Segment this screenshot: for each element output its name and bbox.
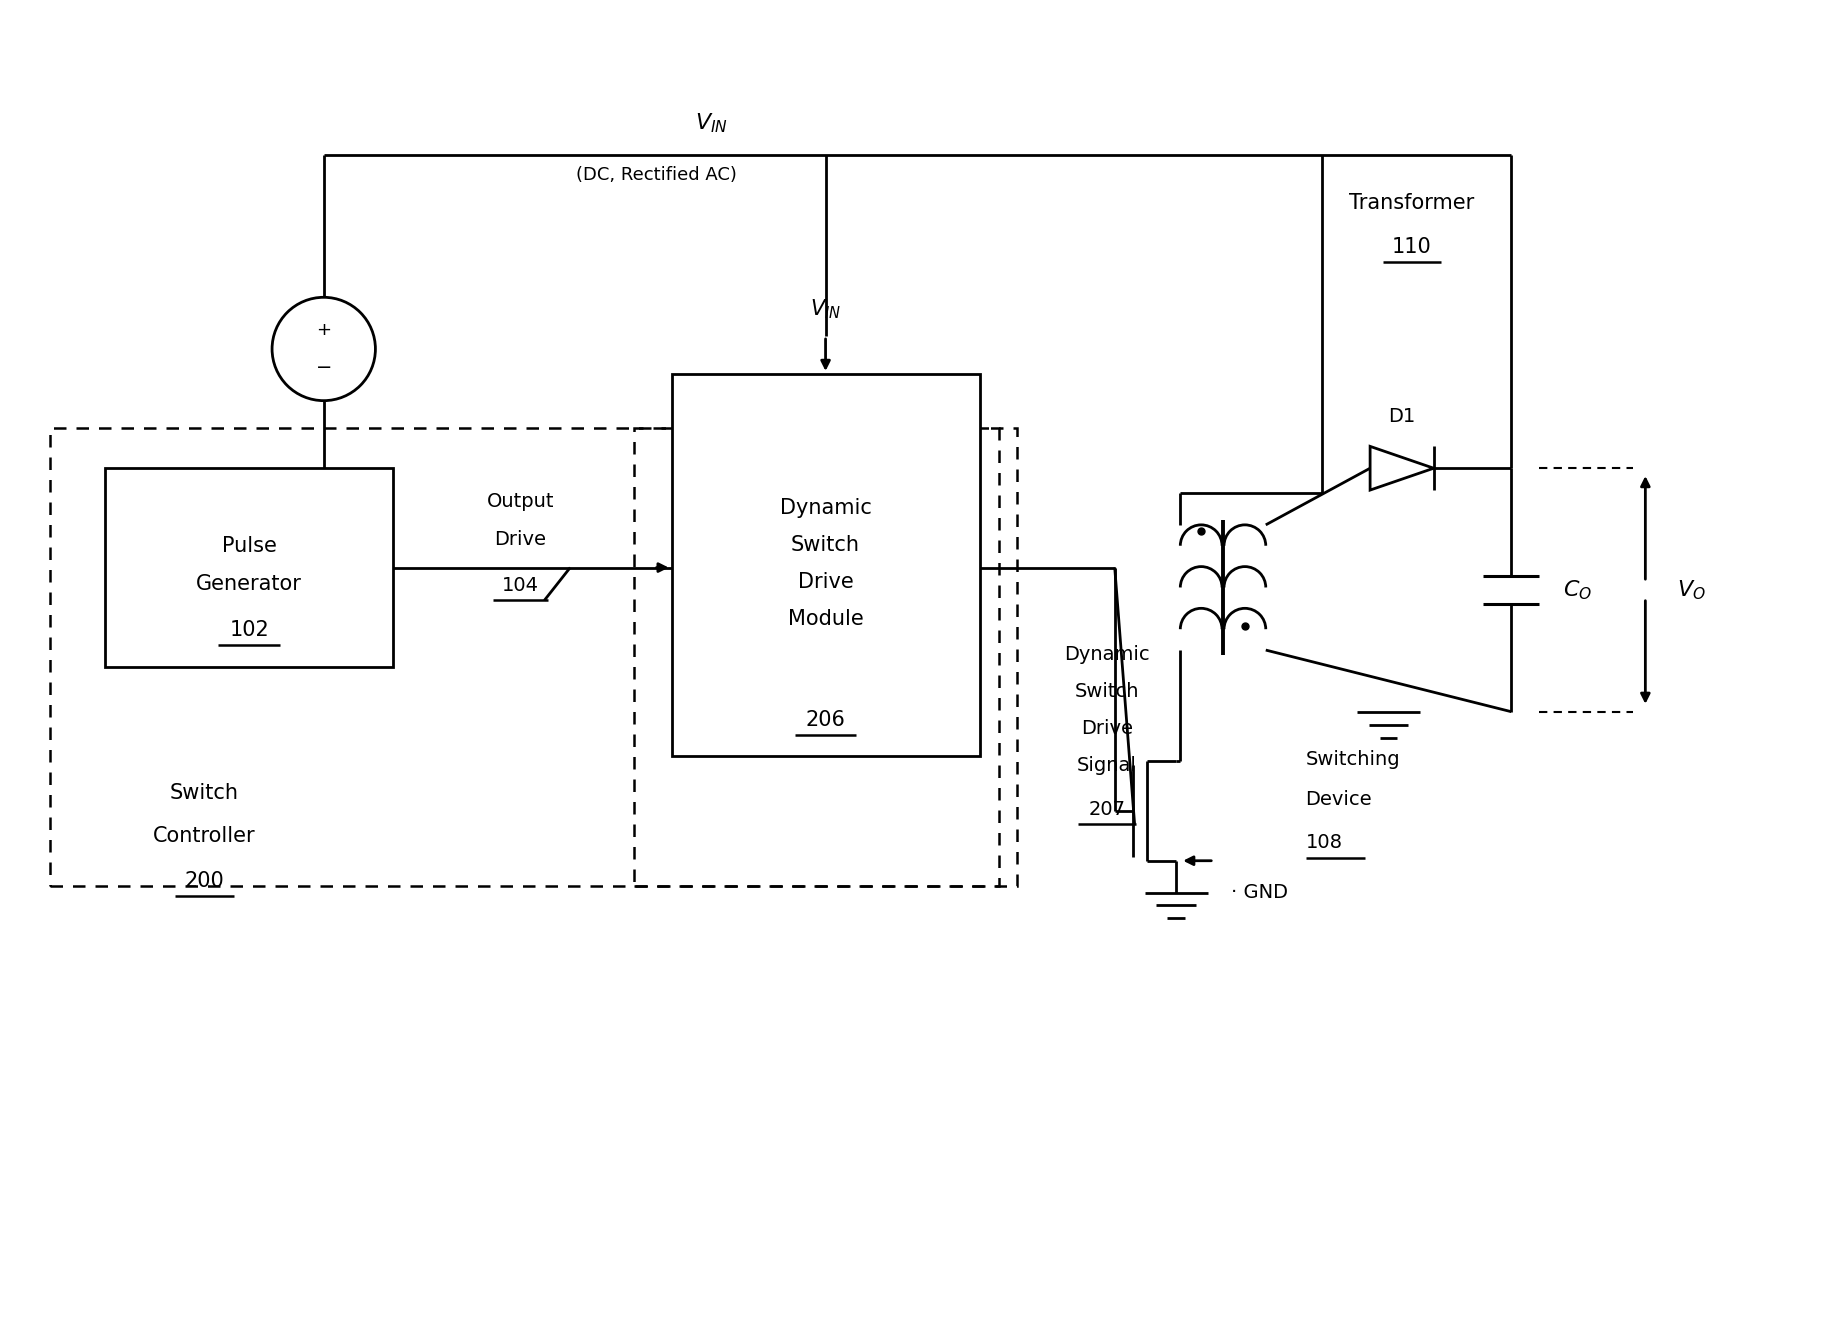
Text: 110: 110 <box>1392 237 1432 256</box>
Bar <box>51 428 999 886</box>
Text: −: − <box>316 358 333 377</box>
Text: $V_{IN}$: $V_{IN}$ <box>694 111 727 135</box>
Text: 206: 206 <box>806 710 846 730</box>
Text: Module: Module <box>787 608 864 629</box>
Text: Switching: Switching <box>1306 750 1399 769</box>
Text: Controller: Controller <box>153 826 256 846</box>
Text: Switch: Switch <box>791 535 861 555</box>
Text: (DC, Rectified AC): (DC, Rectified AC) <box>576 167 736 184</box>
Polygon shape <box>1370 447 1434 490</box>
Text: $V_O$: $V_O$ <box>1677 578 1706 602</box>
Text: Switch: Switch <box>170 783 239 804</box>
Bar <box>672 374 979 756</box>
Text: 102: 102 <box>230 620 269 640</box>
Text: 207: 207 <box>1089 800 1125 818</box>
Text: Dynamic: Dynamic <box>780 498 871 518</box>
Text: +: + <box>316 321 331 340</box>
Text: Signal: Signal <box>1076 756 1136 775</box>
Text: · GND: · GND <box>1231 883 1288 902</box>
Text: Drive: Drive <box>1082 719 1133 738</box>
Text: Switch: Switch <box>1074 682 1138 701</box>
Text: Device: Device <box>1306 789 1372 809</box>
Text: Drive: Drive <box>495 530 546 549</box>
Text: $C_O$: $C_O$ <box>1562 578 1591 602</box>
Text: 200: 200 <box>185 871 225 891</box>
Text: Generator: Generator <box>195 575 301 595</box>
Text: Transformer: Transformer <box>1348 193 1474 213</box>
Text: Dynamic: Dynamic <box>1063 645 1149 664</box>
Text: Pulse: Pulse <box>221 535 276 555</box>
Bar <box>634 428 1018 886</box>
Text: 104: 104 <box>502 576 539 595</box>
Text: D1: D1 <box>1389 407 1416 426</box>
Text: 108: 108 <box>1306 833 1343 853</box>
Text: $V_{IN}$: $V_{IN}$ <box>809 297 840 321</box>
Text: Drive: Drive <box>798 572 853 592</box>
Bar <box>106 468 393 668</box>
Text: Output: Output <box>486 492 554 510</box>
